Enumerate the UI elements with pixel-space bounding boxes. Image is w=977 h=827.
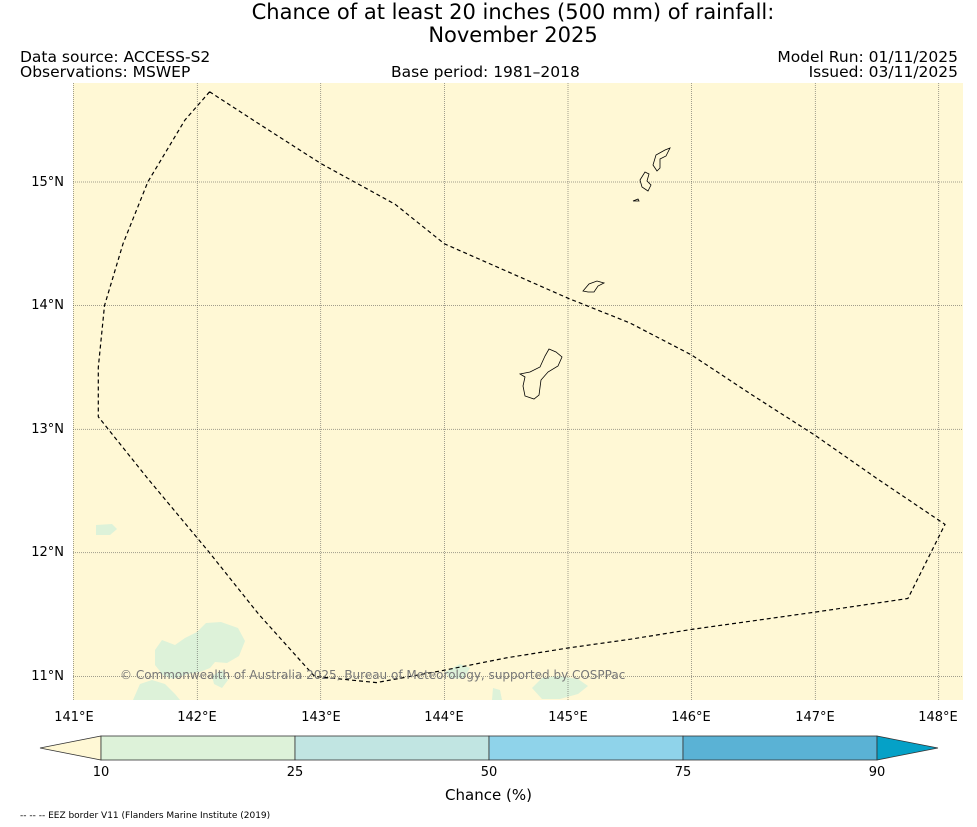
rainfall-area xyxy=(155,622,245,679)
map-gridlines xyxy=(73,83,963,700)
rainfall-area xyxy=(133,680,180,700)
colorbar-tick-10: 10 xyxy=(92,765,110,780)
lat-label-15n: 15°N xyxy=(31,175,64,190)
colorbar-tick-90: 90 xyxy=(868,765,886,780)
island-outline xyxy=(632,198,640,202)
colorbar-segment-75-90 xyxy=(682,735,878,761)
lon-label-144e: 144°E xyxy=(424,710,464,725)
lat-label-13n: 13°N xyxy=(31,422,64,437)
lon-label-146e: 146°E xyxy=(671,710,711,725)
colorbar xyxy=(39,735,939,761)
map-background xyxy=(73,83,963,700)
data-source-label: Data source: ACCESS-S2 xyxy=(20,48,211,66)
lat-label-12n: 12°N xyxy=(31,545,64,560)
model-run-label: Model Run: 01/11/2025 xyxy=(777,48,958,66)
colorbar-extend-min xyxy=(39,735,102,761)
rainfall-area xyxy=(445,664,470,679)
islands xyxy=(518,147,671,400)
issued-label: Issued: 03/11/2025 xyxy=(808,63,958,81)
observations-label: Observations: MSWEP xyxy=(20,63,191,81)
base-period-label: Base period: 1981–2018 xyxy=(391,63,580,81)
island-outline xyxy=(639,171,652,192)
colorbar-segment-50-75 xyxy=(488,735,684,761)
lon-label-143e: 143°E xyxy=(301,710,341,725)
guam-outline xyxy=(518,348,563,400)
colorbar-segment-10-25 xyxy=(100,735,296,761)
lon-label-147e: 147°E xyxy=(795,710,835,725)
lon-label-141e: 141°E xyxy=(54,710,94,725)
rainfall-area xyxy=(96,524,117,535)
island-outline xyxy=(652,147,671,172)
colorbar-tick-75: 75 xyxy=(674,765,692,780)
colorbar-tick-50: 50 xyxy=(480,765,498,780)
lon-label-145e: 145°E xyxy=(548,710,588,725)
colorbar-label: Chance (%) xyxy=(445,786,532,804)
colorbar-segment-25-50 xyxy=(294,735,490,761)
rainfall-chance-areas xyxy=(96,524,588,700)
eez-footnote: -- -- -- EEZ border V11 (Flanders Marine… xyxy=(20,811,271,821)
lon-label-148e: 148°E xyxy=(918,710,958,725)
eez-border-line xyxy=(97,91,946,684)
lon-label-142e: 142°E xyxy=(177,710,217,725)
lat-label-14n: 14°N xyxy=(31,298,64,313)
rainfall-area xyxy=(492,688,502,700)
title-line-1: Chance of at least 20 inches (500 mm) of… xyxy=(251,0,775,24)
title-line-2: November 2025 xyxy=(428,23,598,47)
rainfall-area xyxy=(212,670,228,688)
rainfall-area xyxy=(532,676,588,699)
colorbar-tick-25: 25 xyxy=(286,765,304,780)
island-outline xyxy=(582,280,606,293)
colorbar-extend-max xyxy=(876,735,939,761)
copyright-credit: © Commonwealth of Australia 2025, Bureau… xyxy=(120,668,626,682)
lat-label-11n: 11°N xyxy=(31,669,64,684)
